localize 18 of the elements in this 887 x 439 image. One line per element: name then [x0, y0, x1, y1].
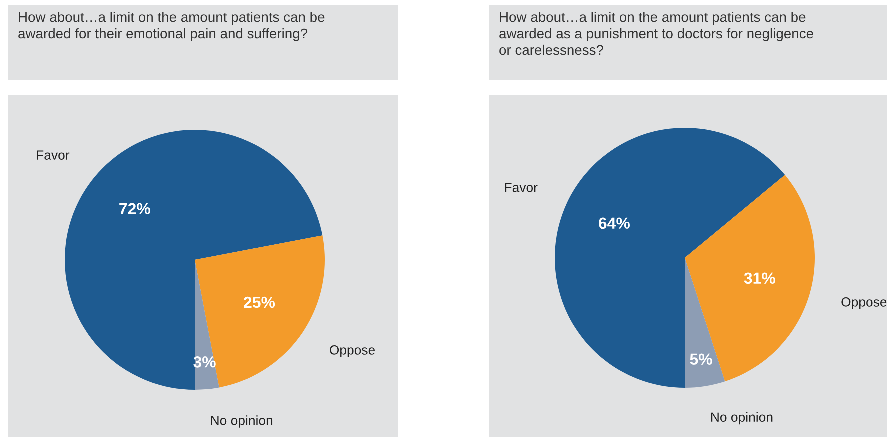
chart-title: How about…a limit on the amount patients can be awarded for their emotional pain and suffering?: [18, 12, 325, 42]
pie-slice: [195, 236, 325, 388]
data-label: 72%: [120, 203, 150, 215]
pie-slice: [685, 175, 815, 382]
pie-slice: [195, 260, 220, 390]
slice-label: No opinion: [712, 412, 773, 425]
slice-label: No opinion: [211, 416, 273, 428]
data-label: 25%: [244, 296, 276, 308]
data-label: 5%: [690, 354, 712, 366]
slice-label: Favor: [37, 150, 70, 160]
slice-label: Oppose: [330, 346, 376, 358]
pie-slice: [685, 258, 726, 388]
data-label: 64%: [599, 218, 630, 230]
pie-slice: [555, 128, 786, 388]
slice-label: Favor: [505, 183, 538, 192]
data-label: 31%: [744, 272, 776, 284]
chart-title: How about…a limit on the amount patients can be awarded as a punishment to doctors for negligence or carelessness?: [500, 12, 814, 56]
slice-label: Oppose: [842, 298, 887, 310]
